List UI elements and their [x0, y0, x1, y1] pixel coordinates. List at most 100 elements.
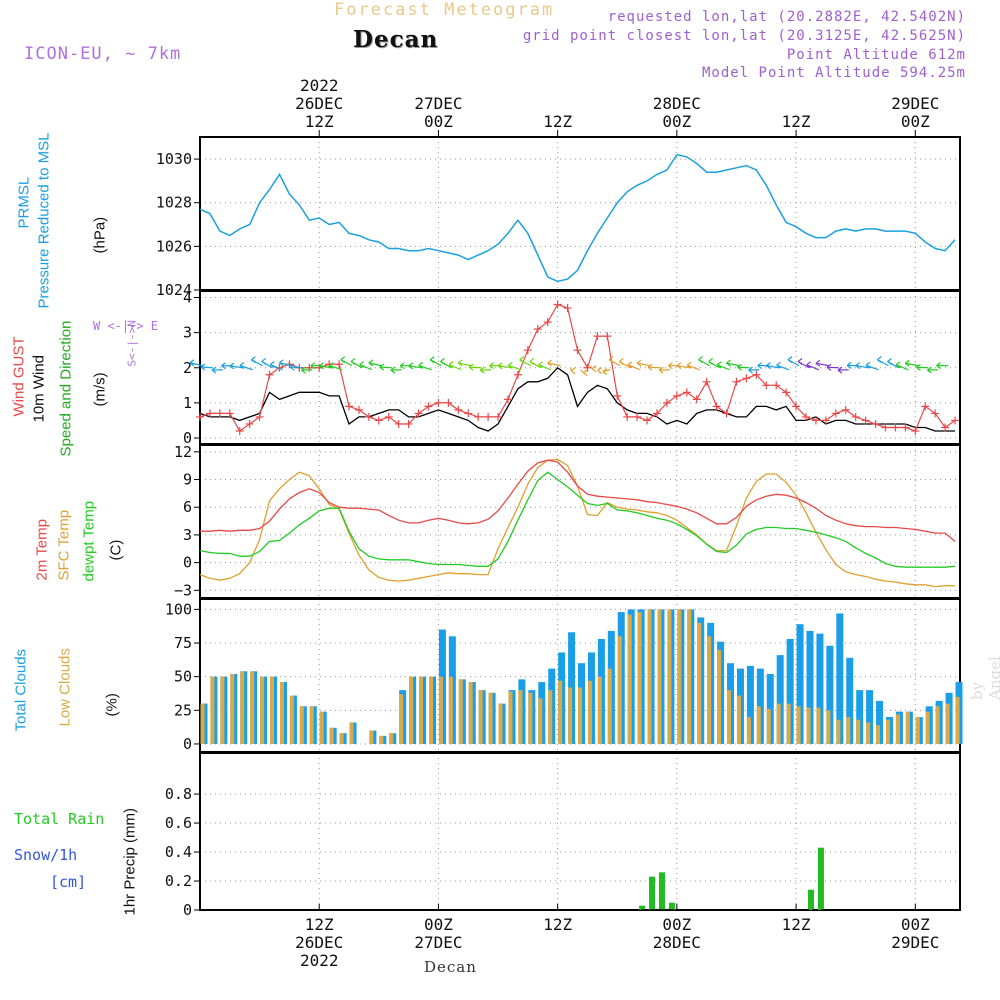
wind-direction-arrow	[469, 366, 482, 369]
wind-direction-arrowhead	[538, 361, 543, 369]
wind-direction-arrowhead	[797, 358, 803, 365]
low-cloud-bar	[578, 687, 583, 744]
dewpt-temp-line	[199, 471, 956, 568]
wind-gust-marker	[911, 426, 920, 435]
wind-gust-marker	[265, 370, 274, 379]
top-time-label: 00Z	[901, 112, 930, 131]
low-cloud-bar	[399, 694, 404, 744]
wind-direction-arrow	[329, 364, 343, 371]
wind-direction-arrowhead	[855, 362, 861, 370]
rain-bar	[808, 889, 814, 910]
bottom-time-label: 28DEC	[653, 933, 701, 952]
wind-direction-arrow	[776, 364, 790, 371]
rain-bar	[639, 905, 646, 910]
total-cloud-bar	[796, 624, 804, 744]
low-cloud-bar	[687, 609, 692, 744]
low-cloud-bar	[756, 706, 761, 744]
low-cloud-bar	[379, 735, 384, 744]
y-tick-label: 0.8	[165, 785, 192, 803]
wind-direction-arrow	[580, 369, 584, 374]
low-cloud-bar	[250, 671, 255, 744]
wind-direction-arrowhead	[211, 366, 217, 374]
wind-gust-marker	[474, 412, 483, 421]
wind-direction-arrowhead	[279, 359, 284, 367]
wind-direction-arrowhead	[765, 362, 771, 370]
wind-gust-marker	[583, 363, 592, 372]
wind-direction-arrowhead	[676, 362, 682, 370]
low-cloud-bar	[866, 722, 871, 744]
wind-direction-arrowhead	[399, 362, 405, 370]
low-cloud-bar	[945, 703, 950, 744]
total-cloud-bar	[786, 638, 794, 744]
wind-direction-arrowhead	[200, 363, 206, 371]
wind-gust-marker	[792, 402, 801, 411]
wind-direction-arrowhead	[468, 363, 474, 371]
total-cloud-bar	[816, 633, 824, 744]
wind-gust-marker	[225, 409, 234, 418]
wind-direction-arrowhead	[748, 366, 753, 374]
wind-direction-arrow	[229, 365, 243, 369]
low-cloud-bar	[667, 609, 672, 744]
bottom-time-label: 12Z	[305, 915, 334, 934]
wind-gust-marker	[811, 416, 820, 425]
wind-gust-marker	[881, 423, 890, 432]
wind-direction-arrow	[418, 364, 432, 371]
panel-frame	[199, 752, 961, 911]
wind-direction-arrowhead	[239, 362, 245, 369]
wind-direction-arrowhead	[887, 358, 892, 365]
wind-direction-arrowhead	[379, 363, 385, 371]
wind-direction-arrowhead	[708, 357, 714, 365]
wind-direction-arrowhead	[757, 362, 763, 370]
wind-direction-arrowhead	[826, 363, 832, 371]
wind-direction-arrowhead	[737, 363, 742, 371]
wind-gust-marker	[364, 412, 373, 421]
wind-direction-arrowhead	[647, 363, 653, 371]
wind-direction-arrowhead	[319, 362, 324, 370]
wind-direction-arrowhead	[359, 361, 365, 369]
low-cloud-bar	[428, 676, 433, 744]
bottom-time-label: 12Z	[782, 915, 811, 934]
wind-direction-arrowhead	[270, 361, 275, 369]
wind-gust-marker	[255, 412, 264, 421]
y-tick-label: 2	[183, 359, 192, 377]
wind-direction-arrowhead	[927, 366, 932, 374]
wind-gust-marker	[523, 346, 532, 355]
wind-gust-marker	[921, 402, 930, 411]
top-time-label: 29DEC	[891, 94, 939, 113]
low-cloud-bar	[568, 687, 573, 744]
requested-coordinates: requested lon,lat (20.2882E, 42.5402N)	[607, 9, 966, 25]
bottom-time-label: 00Z	[662, 915, 691, 934]
wind-direction-arrowhead	[877, 356, 882, 364]
low-cloud-bar	[200, 703, 205, 744]
wind-direction-arrowhead	[440, 357, 445, 365]
y-tick-label: 0.2	[165, 872, 192, 890]
wind-gust-marker	[951, 416, 960, 425]
y-tick-label: 0	[183, 429, 192, 447]
rain-bar	[649, 876, 656, 910]
wind-direction-arrow	[905, 362, 919, 367]
low-cloud-bar	[508, 691, 513, 744]
wind-direction-arrowhead	[457, 359, 463, 367]
low-cloud-bar	[488, 692, 493, 744]
snow-label: Snow/1h	[14, 846, 78, 864]
top-time-label: 12Z	[543, 112, 572, 131]
low-cloud-bar	[389, 733, 394, 744]
wind-gust-marker	[802, 412, 811, 421]
low-cloud-bar	[478, 690, 483, 744]
wind-direction-arrowhead	[418, 361, 424, 369]
low-cloud-bar	[816, 707, 821, 744]
y-tick-label: 1	[183, 394, 192, 412]
wind-direction-arrowhead	[250, 356, 256, 364]
y-tick-label: 100	[165, 600, 192, 618]
total-rain-label: Total Rain	[14, 810, 105, 828]
wind-gust-marker	[345, 402, 354, 411]
low-cloud-bar	[518, 690, 523, 744]
chart-subtitle: Forecast Meteogram	[334, 0, 555, 20]
low-cloud-bar	[438, 676, 443, 744]
wind-gust-marker	[573, 346, 582, 355]
wind-gust-marker	[384, 412, 393, 421]
y-tick-label: 0	[183, 735, 192, 753]
low-cloud-bar	[220, 676, 225, 744]
wind-gust-marker	[354, 405, 363, 414]
wind-direction-arrowhead	[289, 363, 295, 371]
